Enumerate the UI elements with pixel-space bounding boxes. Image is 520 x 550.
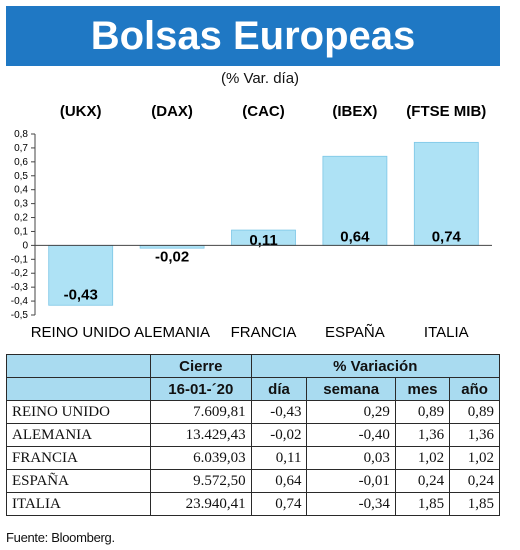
index-label: (DAX) <box>151 103 193 120</box>
row-semana: -0,40 <box>306 423 396 447</box>
title-banner: Bolsas Europeas <box>6 6 500 66</box>
row-name: REINO UNIDO <box>5 400 152 424</box>
y-tick-label: 0,6 <box>14 157 28 168</box>
y-tick-label: -0,2 <box>11 268 29 279</box>
header-date: 16-01-´20 <box>150 377 252 401</box>
row-mes: 0,24 <box>394 469 451 493</box>
header-dia: día <box>250 377 308 401</box>
category-label: ITALIA <box>424 324 469 341</box>
row-semana: 0,03 <box>306 446 396 470</box>
row-anio: 1,36 <box>449 423 500 447</box>
index-label: (UKX) <box>60 103 102 120</box>
row-semana: -0,34 <box>306 492 396 516</box>
source-note: Fuente: Bloomberg. <box>6 530 115 545</box>
row-anio: 0,24 <box>449 469 500 493</box>
header-blank <box>5 354 152 378</box>
y-tick-label: 0,1 <box>14 226 28 237</box>
table-row: ESPAÑA 9.572,50 0,64 -0,01 0,24 0,24 <box>5 469 500 493</box>
bar <box>322 155 388 246</box>
category-label: FRANCIA <box>231 324 297 341</box>
header-mes: mes <box>394 377 451 401</box>
table-row: REINO UNIDO 7.609,81 -0,43 0,29 0,89 0,8… <box>5 400 500 424</box>
y-tick-label: 0,2 <box>14 213 28 224</box>
header-variacion: % Variación <box>250 354 501 378</box>
chart-title: Bolsas Europeas <box>90 14 416 58</box>
bar-chart: (UKX) (DAX) (CAC) (IBEX) (FTSE MIB) 0,8 0,7 0,6… <box>11 103 492 341</box>
bar-value-label: -0,43 <box>64 286 98 303</box>
y-tick-label: -0,1 <box>11 254 29 265</box>
row-dia: 0,74 <box>250 492 308 516</box>
table-row: ITALIA 23.940,41 0,74 -0,34 1,85 1,85 <box>5 492 500 516</box>
chart-subtitle: (% Var. día) <box>220 70 300 87</box>
stock-table: Cierre % Variación 16-01-´20 día semana … <box>5 354 501 516</box>
row-anio: 0,89 <box>449 400 500 424</box>
row-dia: -0,02 <box>250 423 308 447</box>
table-header-row-2: 16-01-´20 día semana mes año <box>5 377 500 401</box>
row-cierre: 23.940,41 <box>150 492 252 516</box>
header-anio: año <box>449 377 500 401</box>
table-row: ALEMANIA 13.429,43 -0,02 -0,40 1,36 1,36 <box>5 423 500 447</box>
row-anio: 1,85 <box>449 492 500 516</box>
row-name: ALEMANIA <box>5 423 152 447</box>
bar <box>48 244 114 306</box>
y-tick-label: -0,4 <box>11 296 29 307</box>
table-header-row-1: Cierre % Variación <box>5 354 501 378</box>
row-name: ESPAÑA <box>5 469 152 493</box>
row-mes: 1,85 <box>394 492 451 516</box>
category-label: ALEMANIA <box>134 324 210 341</box>
row-cierre: 6.039,03 <box>150 446 252 470</box>
row-dia: 0,64 <box>250 469 308 493</box>
bar-value-label: 0,64 <box>340 228 370 245</box>
row-cierre: 13.429,43 <box>150 423 252 447</box>
row-name: ITALIA <box>5 492 152 516</box>
y-tick-label: 0,7 <box>14 143 28 154</box>
row-dia: -0,43 <box>250 400 308 424</box>
bar-value-label: 0,11 <box>249 232 277 249</box>
y-tick-label: 0,4 <box>14 185 28 196</box>
y-tick-label: 0,3 <box>14 199 28 210</box>
row-dia: 0,11 <box>250 446 308 470</box>
row-mes: 1,02 <box>394 446 451 470</box>
table-row: FRANCIA 6.039,03 0,11 0,03 1,02 1,02 <box>5 446 500 470</box>
index-label: (IBEX) <box>332 103 377 120</box>
y-tick-label: -0,5 <box>11 310 29 321</box>
y-tick-label: 0,8 <box>14 129 28 140</box>
bar-value-label: 0,74 <box>432 228 462 245</box>
index-label: (FTSE MIB) <box>406 103 486 120</box>
row-cierre: 7.609,81 <box>150 400 252 424</box>
row-name: FRANCIA <box>5 446 152 470</box>
row-anio: 1,02 <box>449 446 500 470</box>
y-tick-label: 0,5 <box>14 171 28 182</box>
row-mes: 1,36 <box>394 423 451 447</box>
y-tick-label: 0 <box>22 240 28 251</box>
index-label: (CAC) <box>242 103 285 120</box>
row-semana: 0,29 <box>306 400 396 424</box>
header-semana: semana <box>306 377 396 401</box>
header-cierre: Cierre <box>150 354 252 378</box>
header-blank-2 <box>5 377 152 401</box>
row-mes: 0,89 <box>394 400 451 424</box>
bar <box>413 141 479 246</box>
bar-value-label: -0,02 <box>155 248 189 265</box>
row-semana: -0,01 <box>306 469 396 493</box>
row-cierre: 9.572,50 <box>150 469 252 493</box>
category-label: REINO UNIDO <box>31 324 131 341</box>
y-tick-label: -0,3 <box>11 282 29 293</box>
category-label: ESPAÑA <box>325 324 385 341</box>
